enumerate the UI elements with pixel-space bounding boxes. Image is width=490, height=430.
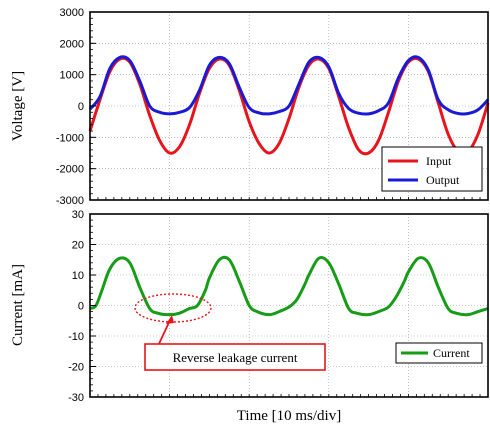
voltage-legend: Input Output <box>381 146 483 192</box>
y-tick-label: 0 <box>78 301 84 313</box>
annotation-box <box>144 343 326 371</box>
annotation-ellipse <box>134 293 212 323</box>
voltage-y-ticks: 3000 2000 1000 0 -1000 -2000 -3000 <box>56 7 96 207</box>
current-minor-ticks <box>89 213 489 398</box>
legend-output-label: Output <box>426 173 460 187</box>
annotation-text: Reverse leakage current <box>173 350 298 365</box>
y-tick-label: 3000 <box>60 7 84 19</box>
y-tick-label: -1000 <box>56 132 84 144</box>
y-tick-label: -3000 <box>56 195 84 207</box>
y-tick-label: -2000 <box>56 164 84 176</box>
y-tick-label: -30 <box>68 392 84 404</box>
voltage-series <box>88 55 490 156</box>
voltage-legend-box <box>381 146 483 192</box>
voltage-panel: 3000 2000 1000 0 -1000 -2000 -3000 Voltage [V]… <box>10 7 490 207</box>
y-tick-label: 10 <box>72 270 84 282</box>
annotation-arrowhead <box>166 315 174 324</box>
reverse-leakage-annotation: Reverse leakage current <box>134 293 326 371</box>
y-tick-label: -20 <box>68 362 84 374</box>
current-legend: Current <box>395 342 483 364</box>
voltage-minor-ticks <box>89 11 489 201</box>
legend-input-label: Input <box>426 154 452 168</box>
y-tick-label: 0 <box>78 101 84 113</box>
y-tick-label: -10 <box>68 331 84 343</box>
series-line-output <box>88 55 490 116</box>
y-tick-label: 2000 <box>60 38 84 50</box>
current-y-label: Current [mA] <box>10 264 26 346</box>
current-legend-box <box>395 342 483 364</box>
y-tick-label: 20 <box>72 240 84 252</box>
series-line-current <box>89 255 489 317</box>
current-series <box>89 255 489 317</box>
y-tick-label: 30 <box>72 209 84 221</box>
current-panel: 30 20 10 0 -10 -20 -30 Current [mA] Current Re… <box>10 209 489 424</box>
legend-current-label: Current <box>433 346 470 360</box>
voltage-y-label: Voltage [V] <box>10 71 26 141</box>
y-tick-label: 1000 <box>60 70 84 82</box>
x-axis-label: Time [10 ms/div] <box>237 408 341 424</box>
